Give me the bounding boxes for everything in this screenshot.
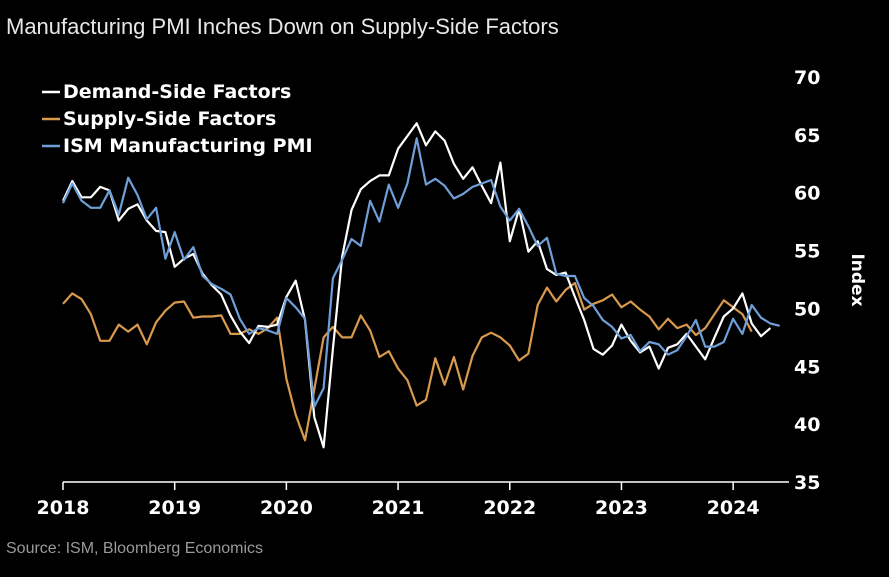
- y-tick-label-35: 35: [794, 472, 820, 494]
- x-tick-label-2023: 2023: [595, 497, 648, 519]
- x-tick-label-2020: 2020: [260, 497, 313, 519]
- source-note: Source: ISM, Bloomberg Economics: [6, 540, 263, 557]
- y-tick-label-70: 70: [794, 67, 820, 89]
- y-tick-label-60: 60: [794, 183, 820, 205]
- y-tick-label-65: 65: [794, 125, 820, 147]
- x-tick-label-2021: 2021: [372, 497, 425, 519]
- series-line-demand-side-factors: [62, 122, 772, 449]
- x-tick-label-2022: 2022: [483, 497, 536, 519]
- x-tick-label-2019: 2019: [148, 497, 201, 519]
- x-tick-label-2018: 2018: [37, 497, 90, 519]
- legend-label-0: Demand-Side Factors: [63, 81, 291, 103]
- series-line-supply-side-factors: [62, 281, 753, 442]
- y-axis-label: Index: [847, 253, 867, 306]
- chart-title: Manufacturing PMI Inches Down on Supply-…: [6, 14, 559, 39]
- y-tick-label-45: 45: [794, 356, 820, 378]
- axis-layer: 2018 2019 2020 2021 2022 2023 2024 35 40 45 50 55 60…: [37, 67, 867, 519]
- legend: Demand-Side Factors Supply-Side Factors IS…: [42, 81, 313, 157]
- legend-label-2: ISM Manufacturing PMI: [63, 135, 313, 157]
- series-layer: [62, 122, 780, 449]
- series-line-ism-manufacturing-pmi: [62, 137, 780, 408]
- legend-label-1: Supply-Side Factors: [63, 108, 276, 130]
- y-tick-label-55: 55: [794, 241, 820, 263]
- y-tick-label-50: 50: [794, 298, 820, 320]
- y-tick-label-40: 40: [794, 414, 820, 436]
- x-tick-label-2024: 2024: [707, 497, 760, 519]
